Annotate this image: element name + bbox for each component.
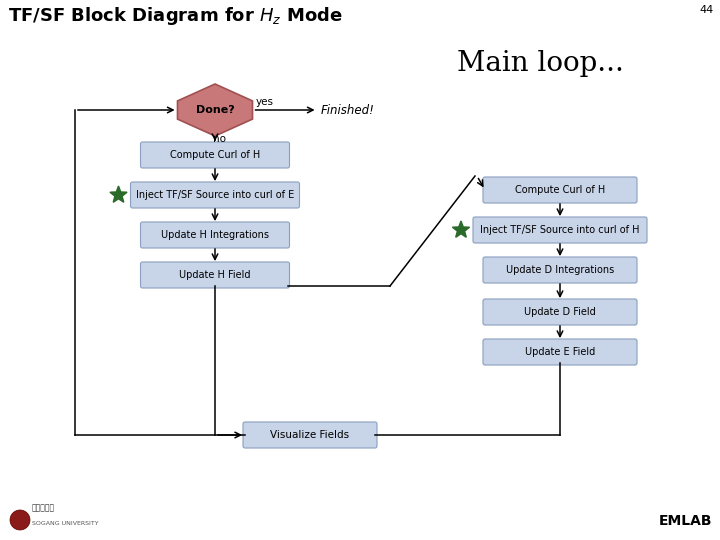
FancyBboxPatch shape [140, 262, 289, 288]
Text: Visualize Fields: Visualize Fields [271, 430, 350, 440]
FancyBboxPatch shape [483, 339, 637, 365]
Text: Update H Field: Update H Field [179, 270, 251, 280]
Polygon shape [110, 186, 127, 202]
Text: Update D Field: Update D Field [524, 307, 596, 317]
Text: Compute Curl of H: Compute Curl of H [170, 150, 260, 160]
FancyBboxPatch shape [130, 182, 300, 208]
Text: Done?: Done? [196, 105, 235, 115]
Polygon shape [452, 221, 469, 237]
Text: SOGANG UNIVERSITY: SOGANG UNIVERSITY [32, 521, 99, 526]
Text: Update D Integrations: Update D Integrations [506, 265, 614, 275]
Text: Update E Field: Update E Field [525, 347, 595, 357]
Text: TF/SF Block Diagram for $\mathit{H}_z$ Mode: TF/SF Block Diagram for $\mathit{H}_z$ M… [8, 5, 343, 27]
FancyBboxPatch shape [473, 217, 647, 243]
Circle shape [10, 510, 30, 530]
FancyBboxPatch shape [483, 257, 637, 283]
Text: Compute Curl of H: Compute Curl of H [515, 185, 605, 195]
FancyBboxPatch shape [483, 177, 637, 203]
Text: Finished!: Finished! [320, 104, 374, 117]
Text: Inject TF/SF Source into curl of H: Inject TF/SF Source into curl of H [480, 225, 640, 235]
FancyBboxPatch shape [483, 299, 637, 325]
Text: no: no [214, 134, 227, 144]
Text: yes: yes [256, 97, 274, 107]
Text: EMLAB: EMLAB [659, 514, 712, 528]
Text: Update H Integrations: Update H Integrations [161, 230, 269, 240]
FancyBboxPatch shape [243, 422, 377, 448]
Polygon shape [178, 84, 253, 136]
Text: Main loop...: Main loop... [456, 50, 624, 77]
FancyBboxPatch shape [140, 142, 289, 168]
Text: Inject TF/SF Source into curl of E: Inject TF/SF Source into curl of E [136, 190, 294, 200]
Text: 서강대학교: 서강대학교 [32, 503, 55, 512]
FancyBboxPatch shape [140, 222, 289, 248]
Text: 44: 44 [700, 5, 714, 15]
